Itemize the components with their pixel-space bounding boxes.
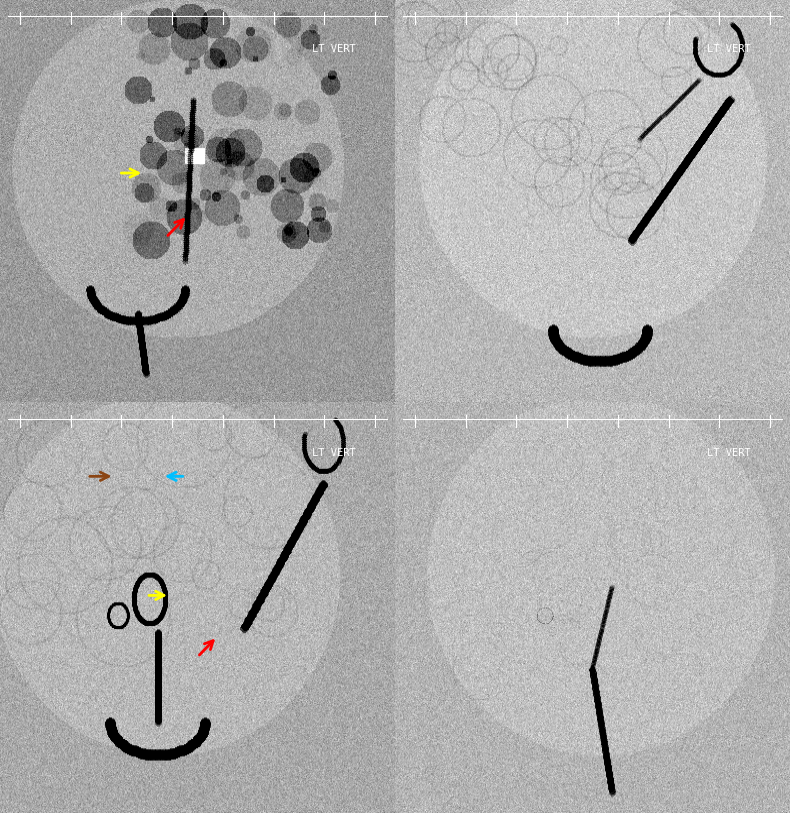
Text: LT VERT: LT VERT: [707, 448, 750, 458]
Text: LT VERT: LT VERT: [707, 44, 750, 54]
Text: LT VERT: LT VERT: [312, 448, 356, 458]
Text: LT VERT: LT VERT: [312, 44, 356, 54]
